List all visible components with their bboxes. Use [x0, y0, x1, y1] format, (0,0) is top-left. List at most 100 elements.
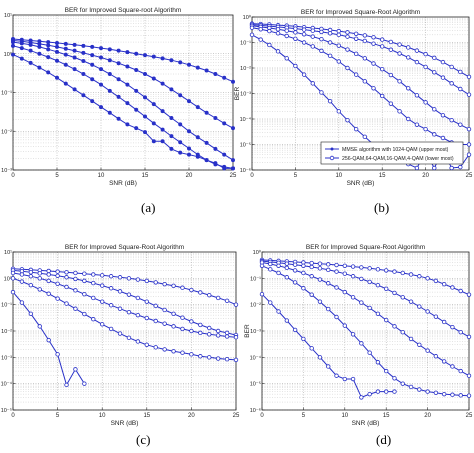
data-point	[160, 109, 165, 114]
y-tick-label: 10⁻⁵	[240, 142, 251, 149]
data-point	[222, 75, 227, 80]
data-point	[82, 278, 87, 284]
data-point	[153, 318, 158, 324]
x-tick-label: 0	[260, 413, 264, 419]
legend-entry: MMSE algorithm with 1024-QAM (upper most…	[342, 147, 449, 153]
data-point	[143, 130, 147, 135]
y-tick-label: 10⁻³	[1, 355, 12, 361]
data-point	[28, 42, 33, 47]
x-tick-label: 5	[294, 173, 298, 179]
data-point	[353, 126, 359, 132]
data-point	[336, 59, 341, 64]
data-point	[160, 56, 165, 61]
data-point	[353, 72, 359, 77]
data-point	[367, 279, 372, 285]
x-tick-label: 20	[422, 173, 429, 179]
data-point	[73, 270, 78, 276]
data-point	[99, 273, 105, 278]
data-point	[28, 48, 33, 53]
data-point	[267, 42, 272, 48]
x-tick-label: 25	[230, 173, 237, 179]
data-point	[116, 61, 121, 66]
data-point	[310, 34, 315, 39]
data-point	[63, 41, 68, 46]
data-point	[350, 295, 356, 300]
data-point	[293, 63, 298, 69]
data-point	[99, 322, 105, 327]
data-point	[432, 165, 437, 171]
data-point	[28, 274, 34, 279]
data-point	[292, 268, 298, 273]
x-tick-label: 10	[98, 173, 105, 179]
data-point	[326, 281, 331, 286]
data-point	[400, 330, 405, 335]
data-point	[350, 376, 356, 382]
data-point	[440, 135, 446, 141]
data-point	[143, 95, 147, 100]
data-point	[317, 355, 323, 360]
data-point	[397, 42, 402, 47]
data-point	[309, 264, 314, 270]
data-point	[425, 276, 430, 281]
data-point	[417, 387, 422, 392]
data-point	[408, 272, 414, 277]
data-point	[334, 269, 339, 274]
x-tick-label: 10	[341, 413, 348, 419]
data-point	[107, 88, 112, 93]
data-point	[293, 30, 298, 35]
y-axis-label: BER	[244, 324, 251, 338]
data-point	[134, 51, 139, 56]
data-point	[384, 317, 389, 323]
data-point	[135, 312, 141, 318]
x-tick-label: 0	[11, 173, 15, 179]
legend-marker	[330, 147, 334, 151]
data-point	[64, 270, 69, 275]
data-point	[72, 87, 77, 92]
data-point	[28, 60, 33, 65]
data-point	[178, 60, 183, 65]
data-point	[73, 367, 78, 372]
data-point	[380, 37, 385, 42]
y-tick-label: 10⁻⁴	[250, 354, 262, 361]
data-point	[259, 263, 265, 268]
data-point	[423, 126, 428, 132]
data-point	[178, 93, 183, 98]
data-point	[450, 285, 455, 290]
data-point	[371, 41, 376, 46]
data-point	[207, 292, 212, 298]
data-point	[91, 272, 96, 277]
data-point	[458, 368, 463, 374]
data-point	[231, 158, 235, 163]
chart-title: BER for Improved Square-Root Algorithm	[306, 244, 425, 251]
data-point	[326, 306, 331, 312]
data-point	[342, 263, 347, 268]
data-point	[180, 285, 185, 290]
data-point	[367, 391, 372, 397]
data-point	[63, 81, 68, 86]
data-point	[171, 311, 176, 316]
data-point	[319, 48, 324, 54]
data-point	[99, 105, 103, 110]
x-tick-label: 25	[466, 173, 473, 179]
data-point	[160, 139, 165, 144]
data-point	[345, 117, 350, 123]
data-point	[362, 134, 368, 140]
data-point	[213, 115, 218, 120]
data-point	[107, 110, 112, 115]
data-point	[326, 262, 331, 267]
data-point	[466, 74, 472, 80]
data-point	[342, 289, 347, 295]
y-axis-label: BER	[0, 324, 2, 338]
data-point	[432, 132, 437, 137]
data-point	[388, 39, 394, 45]
data-point	[345, 30, 350, 35]
data-point	[213, 146, 218, 151]
data-point	[276, 270, 281, 276]
data-point	[125, 101, 130, 106]
x-tick-label: 25	[466, 413, 473, 419]
caption-a: (a)	[141, 200, 156, 215]
data-point	[423, 100, 428, 105]
data-point	[441, 319, 447, 325]
y-tick-label: 10⁰	[4, 51, 13, 58]
data-point	[359, 276, 364, 282]
